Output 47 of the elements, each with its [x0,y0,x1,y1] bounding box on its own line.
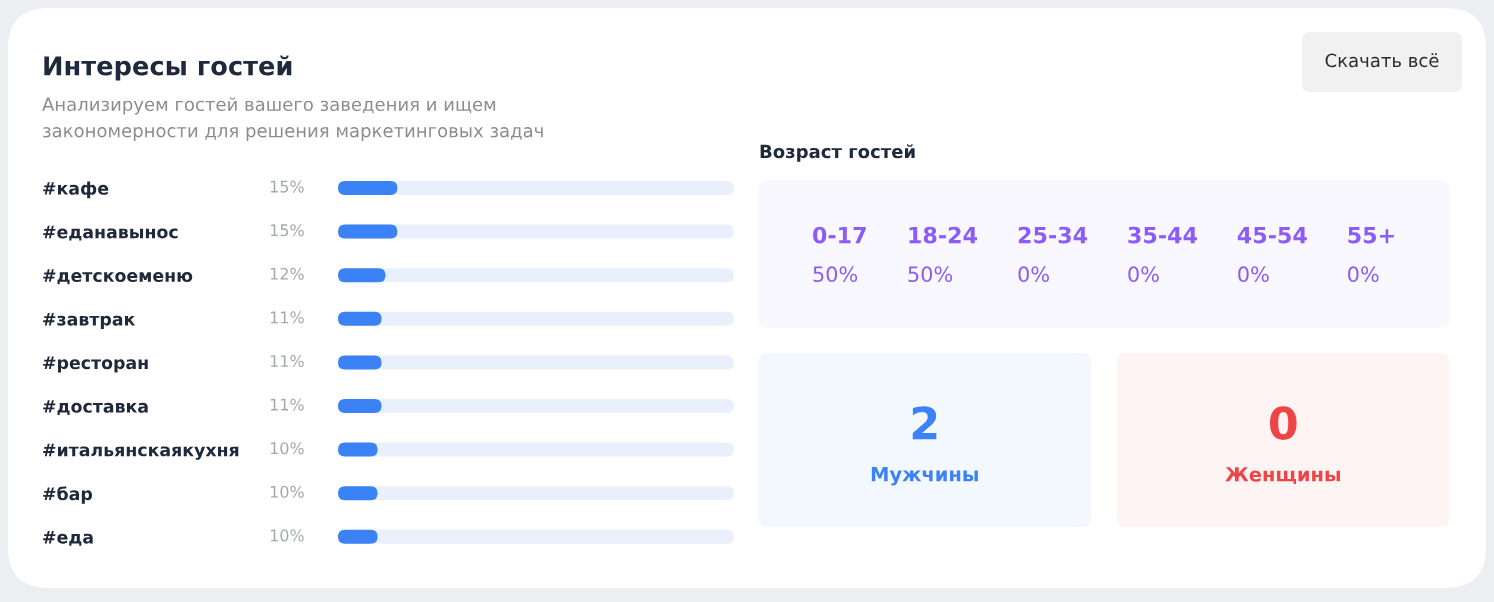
category-label: 0-17 [813,226,866,244]
bar [338,399,382,413]
bar [338,181,398,195]
data-label: 0% [1348,266,1379,283]
data-label: 11% [270,311,304,324]
category-label: 18-24 [909,226,977,244]
bar [338,529,378,544]
data-label: 50% [813,266,858,283]
bar [338,268,386,283]
y-tick-label: #итальянскаякухня [43,443,239,460]
data-label: 10% [270,529,304,542]
data-label: 10% [270,485,304,498]
category-label: Женщины [1225,467,1340,485]
data-label: 50% [908,266,953,283]
y-tick-label: #детскоеменю [43,269,193,285]
category-label: 25-34 [1018,226,1088,244]
y-tick-label: #бар [43,486,93,504]
bar [338,311,382,326]
data-label: 0% [1018,266,1049,283]
chart-subtitle: Анализируем гостей вашего заведения и ищем закономерности для решения маркетинговых задач [42,97,543,141]
y-tick-label: #еда [43,530,93,546]
data-label: 0% [1238,266,1269,283]
category-label: 45-54 [1237,226,1307,244]
data-label: 0 [1269,406,1297,440]
category-label: 35-44 [1128,226,1197,244]
data-label: 12% [270,267,304,280]
data-label: 15% [270,180,304,193]
category-label: Мужчины [871,467,978,486]
bar [338,355,382,370]
bar [338,442,378,457]
chart-title: Интересы гостей [44,55,292,81]
data-label: 11% [270,354,304,368]
y-tick-label: #ресторан [43,356,148,373]
text: Скачать всё [1325,53,1439,68]
bar [338,224,398,239]
data-label: 0% [1128,266,1159,283]
category-label: 55+ [1348,226,1394,244]
data-label: 11% [270,398,304,411]
y-tick-label: #еданавынос [43,225,178,241]
text: Возраст гостей [760,144,915,162]
data-label: 10% [270,442,304,455]
bar [338,486,378,501]
data-label: 2 [912,406,937,440]
y-tick-label: #завтрак [43,312,136,330]
y-tick-label: #кафе [43,181,109,199]
data-label: 15% [270,224,304,237]
y-tick-label: #доставка [43,400,148,415]
